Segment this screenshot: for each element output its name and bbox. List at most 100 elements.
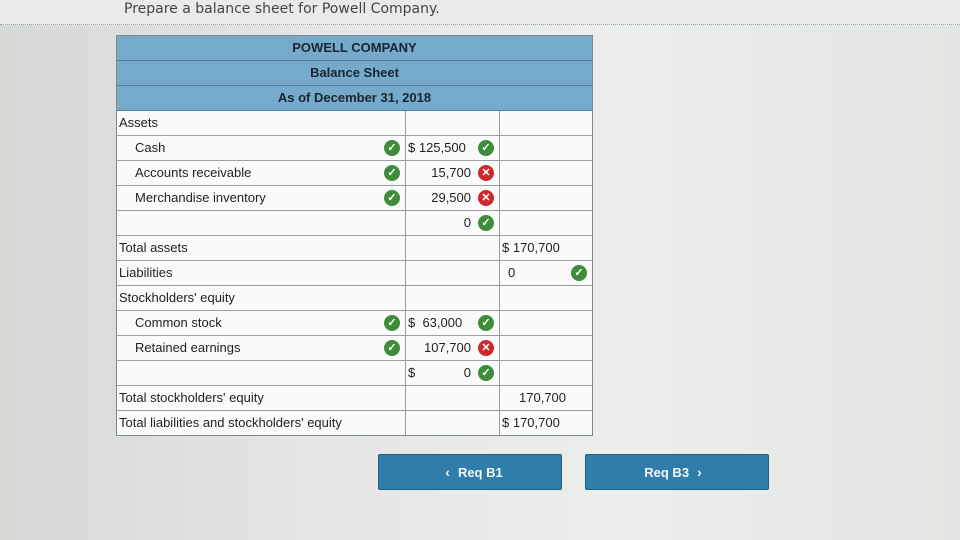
cross-icon: ✕ — [478, 165, 494, 181]
check-icon: ✓ — [571, 265, 587, 281]
row-label: Assets — [119, 115, 159, 130]
total-cell[interactable] — [500, 336, 592, 360]
amount-cell[interactable] — [406, 236, 500, 260]
row-label: Total assets — [119, 240, 188, 255]
account-cell[interactable]: Total assets — [117, 236, 406, 260]
check-icon: ✓ — [384, 340, 400, 356]
table-row: Total liabilities and stockholders' equi… — [117, 411, 592, 435]
row-label: Stockholders' equity — [119, 290, 235, 305]
total-cell[interactable]: $ 170,700 — [500, 236, 592, 260]
amount-value: 29,500 — [431, 190, 471, 205]
row-label: Total stockholders' equity — [119, 390, 264, 405]
amount-value: 0 — [463, 215, 471, 230]
statement-date: As of December 31, 2018 — [117, 86, 592, 111]
table-row: $ 0 ✓ — [117, 361, 592, 386]
total-cell[interactable] — [500, 111, 592, 135]
total-cell[interactable] — [500, 186, 592, 210]
row-label: Total liabilities and stockholders' equi… — [119, 415, 342, 430]
company-name: POWELL COMPANY — [117, 36, 592, 61]
account-cell[interactable]: Cash ✓ — [117, 136, 406, 160]
table-row: Retained earnings ✓ 107,700 ✕ — [117, 336, 592, 361]
table-row: 0 ✓ — [117, 211, 592, 236]
table-row: Merchandise inventory ✓ 29,500 ✕ — [117, 186, 592, 211]
chevron-right-icon: › — [697, 464, 702, 480]
account-cell[interactable]: Common stock ✓ — [117, 311, 406, 335]
amount-value: $ 125,500 — [408, 140, 466, 155]
instruction-text: Prepare a balance sheet for Powell Compa… — [124, 1, 440, 17]
check-icon: ✓ — [478, 315, 494, 331]
account-cell[interactable]: Total liabilities and stockholders' equi… — [117, 411, 406, 435]
check-icon: ✓ — [478, 365, 494, 381]
account-cell[interactable] — [117, 361, 406, 385]
check-icon: ✓ — [384, 190, 400, 206]
row-label: Cash — [135, 140, 166, 155]
amount-value: 0 — [463, 365, 471, 380]
total-value: 0 — [508, 265, 516, 280]
total-cell[interactable] — [500, 136, 592, 160]
amount-cell[interactable]: $ 0 ✓ — [406, 361, 500, 385]
total-cell[interactable]: 0 ✓ — [500, 261, 592, 285]
instruction-bar: Prepare a balance sheet for Powell Compa… — [0, 0, 960, 25]
amount-cell[interactable] — [406, 286, 500, 310]
amount-cell[interactable]: 29,500 ✕ — [406, 186, 500, 210]
amount-cell[interactable] — [406, 111, 500, 135]
total-cell[interactable] — [500, 311, 592, 335]
amount-cell[interactable] — [406, 261, 500, 285]
cross-icon: ✕ — [478, 340, 494, 356]
table-row: Assets — [117, 111, 592, 136]
req-b3-label: Req B3 — [644, 465, 690, 480]
total-cell[interactable]: 170,700 — [500, 386, 592, 410]
check-icon: ✓ — [384, 315, 400, 331]
total-value: 170,700 — [519, 390, 566, 405]
table-row: Cash ✓ $ 125,500 ✓ — [117, 136, 592, 161]
total-cell[interactable] — [500, 286, 592, 310]
total-value: $ 170,700 — [502, 415, 560, 430]
amount-cell[interactable]: 15,700 ✕ — [406, 161, 500, 185]
amount-cell[interactable]: $ 63,000 ✓ — [406, 311, 500, 335]
row-label: Retained earnings — [135, 340, 241, 355]
account-cell[interactable]: Merchandise inventory ✓ — [117, 186, 406, 210]
statement-title: Balance Sheet — [117, 61, 592, 86]
account-cell[interactable]: Total stockholders' equity — [117, 386, 406, 410]
amount-cell[interactable]: 107,700 ✕ — [406, 336, 500, 360]
amount-value: 107,700 — [424, 340, 471, 355]
account-cell[interactable]: Accounts receivable ✓ — [117, 161, 406, 185]
cross-icon: ✕ — [478, 190, 494, 206]
row-label: Accounts receivable — [135, 165, 252, 180]
amount-cell[interactable] — [406, 411, 500, 435]
table-row: Total assets $ 170,700 — [117, 236, 592, 261]
amount-value: $ 63,000 — [408, 315, 463, 330]
req-b3-button[interactable]: Req B3 › — [585, 454, 769, 490]
amount-value: 15,700 — [431, 165, 471, 180]
amount-cell[interactable]: $ 125,500 ✓ — [406, 136, 500, 160]
table-row: Common stock ✓ $ 63,000 ✓ — [117, 311, 592, 336]
amount-cell[interactable]: 0 ✓ — [406, 211, 500, 235]
account-cell[interactable]: Stockholders' equity — [117, 286, 406, 310]
req-b1-label: Req B1 — [457, 465, 503, 480]
account-cell[interactable]: Retained earnings ✓ — [117, 336, 406, 360]
row-label: Common stock — [135, 315, 222, 330]
table-row: Total stockholders' equity 170,700 — [117, 386, 592, 411]
row-label: Merchandise inventory — [135, 190, 266, 205]
total-cell[interactable]: $ 170,700 — [500, 411, 592, 435]
check-icon: ✓ — [384, 140, 400, 156]
account-cell[interactable]: Liabilities — [117, 261, 406, 285]
dollar-sign: $ — [408, 365, 416, 380]
amount-cell[interactable] — [406, 386, 500, 410]
total-value: $ 170,700 — [502, 240, 560, 255]
table-row: Stockholders' equity — [117, 286, 592, 311]
req-b1-button[interactable]: ‹ Req B1 — [378, 454, 562, 490]
account-cell[interactable] — [117, 211, 406, 235]
table-row: Accounts receivable ✓ 15,700 ✕ — [117, 161, 592, 186]
check-icon: ✓ — [478, 140, 494, 156]
balance-sheet-table: POWELL COMPANY Balance Sheet As of Decem… — [116, 35, 593, 436]
total-cell[interactable] — [500, 161, 592, 185]
check-icon: ✓ — [384, 165, 400, 181]
row-label: Liabilities — [119, 265, 173, 280]
check-icon: ✓ — [478, 215, 494, 231]
table-row: Liabilities 0 ✓ — [117, 261, 592, 286]
account-cell[interactable]: Assets — [117, 111, 406, 135]
chevron-left-icon: ‹ — [445, 464, 450, 480]
total-cell[interactable] — [500, 211, 592, 235]
total-cell[interactable] — [500, 361, 592, 385]
